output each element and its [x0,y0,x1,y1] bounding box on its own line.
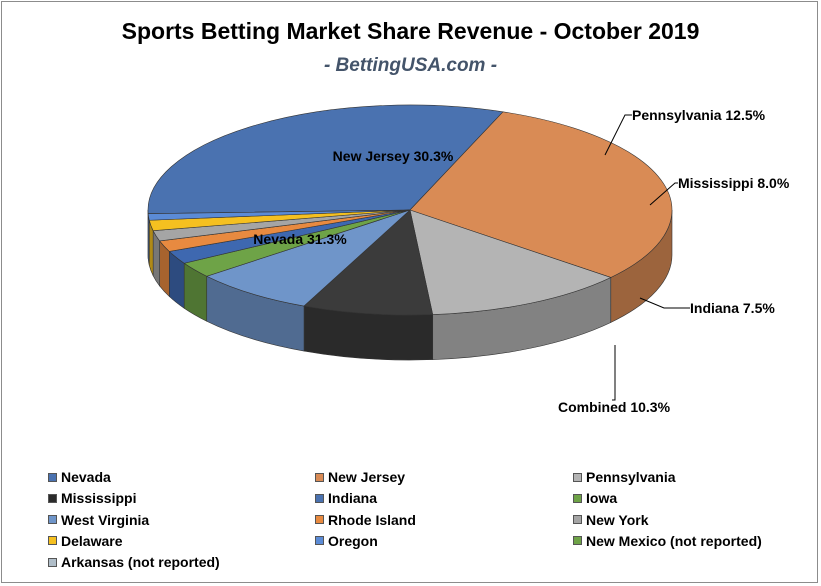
data-label-combined: Combined 10.3% [558,399,671,415]
leader-line-combined [612,345,616,401]
pie-slice-mississippi [303,209,434,316]
leader-line-pennsylvania [604,114,632,156]
leader-line-indiana [639,297,690,309]
pie-labels: Nevada 31.3% New Jersey 30.3% Pennsylvania… [253,107,790,415]
data-label-nevada: Nevada 31.3% [253,231,347,247]
pie-side-oregon [147,213,150,266]
chart-subtitle: - BettingUSA.com - [323,55,498,76]
chart-title: Sports Betting Market Share Revenue - Oc… [121,18,700,44]
data-label-indiana: Indiana 7.5% [690,300,775,316]
pie-slice-pennsylvania [409,209,612,315]
data-label-pennsylvania: Pennsylvania 12.5% [632,107,766,123]
pie-slice-new-jersey [409,111,673,278]
pie-slice-indiana [205,209,411,307]
data-label-mississippi: Mississippi 8.0% [678,175,790,191]
pie-slice-nevada [147,104,504,214]
data-label-new-jersey: New Jersey 30.3% [333,148,454,164]
pie-tops [147,104,673,316]
leader-line-mississippi [649,182,678,206]
pie-slice-oregon [147,209,411,221]
